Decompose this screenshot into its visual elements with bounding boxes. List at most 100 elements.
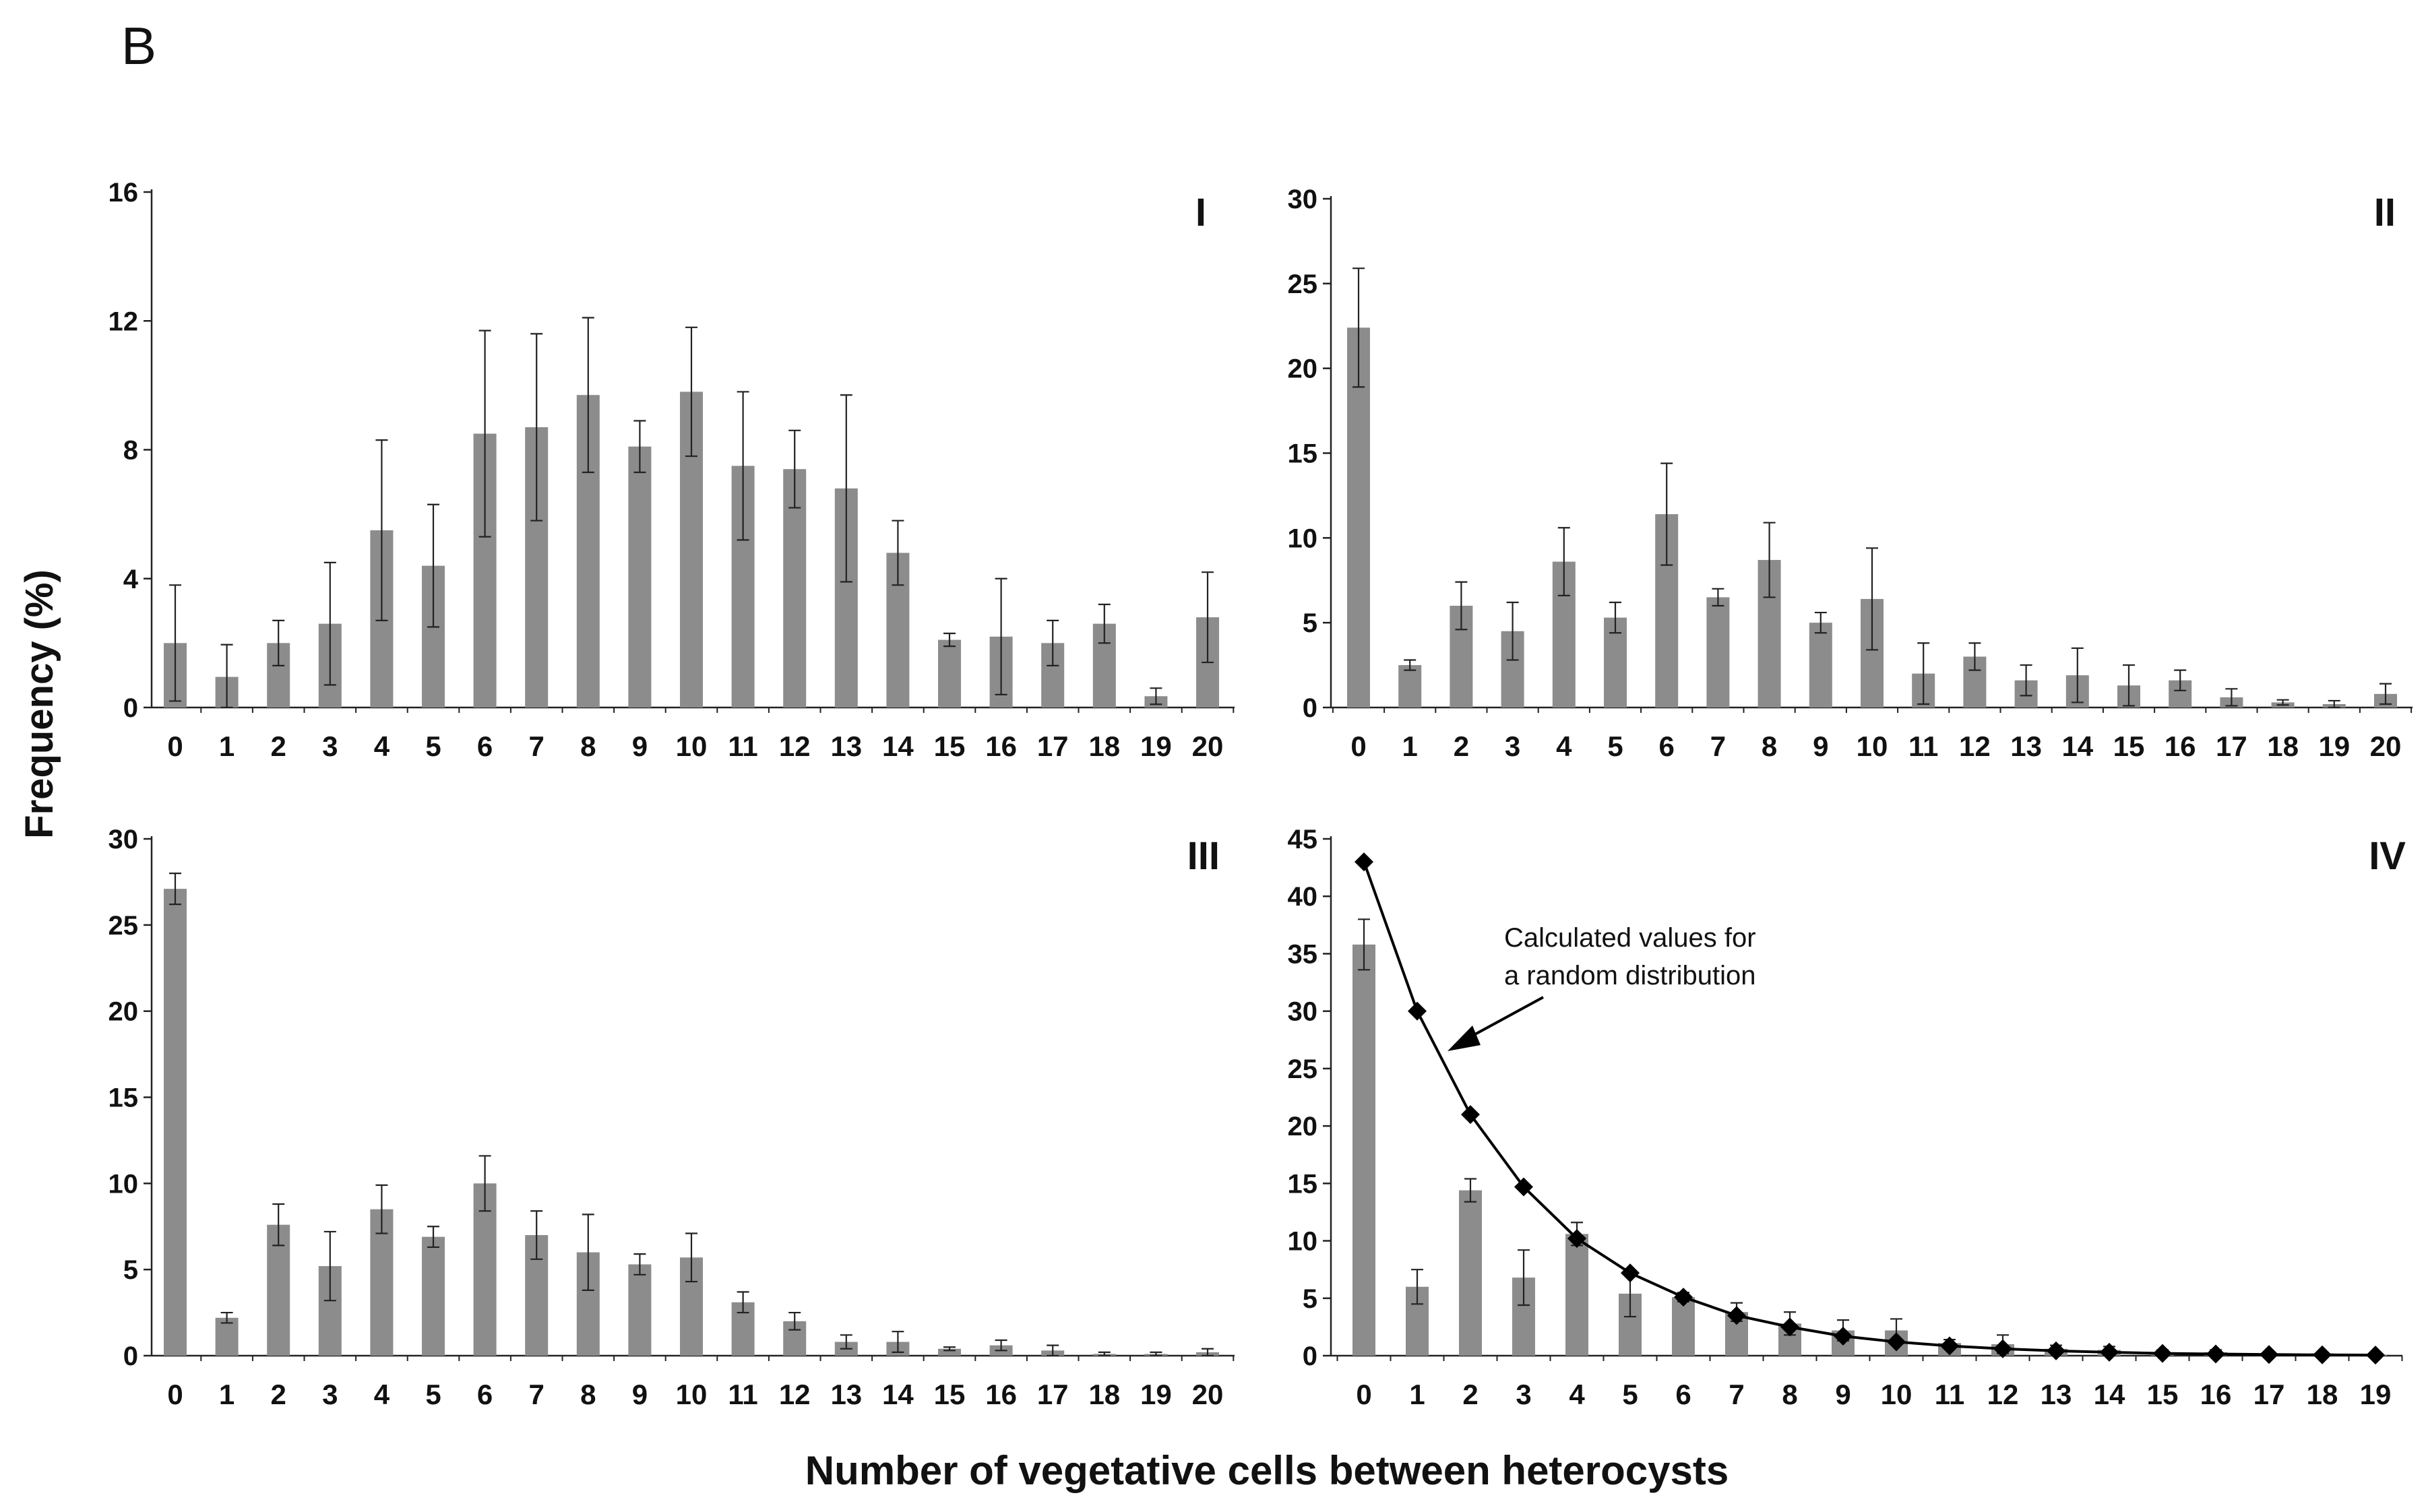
- line-marker: [2260, 1345, 2278, 1364]
- panel-letter: B: [121, 16, 156, 75]
- x-tick-label: 18: [1088, 730, 1120, 762]
- y-tick-label: 4: [123, 565, 139, 594]
- x-tick-label: 5: [425, 1379, 441, 1410]
- line-marker: [1567, 1229, 1586, 1249]
- x-tick-label: 7: [529, 730, 545, 762]
- x-tick-label: 12: [779, 1379, 811, 1410]
- bar: [628, 1264, 652, 1356]
- bar: [783, 469, 807, 707]
- x-tick-label: 11: [728, 1379, 757, 1410]
- panel-title: II: [2374, 191, 2396, 234]
- x-tick-label: 13: [2010, 730, 2042, 762]
- x-tick-label: 11: [1908, 730, 1938, 762]
- x-tick-label: 4: [1556, 730, 1572, 762]
- x-tick-label: 9: [632, 1379, 648, 1410]
- x-tick-label: 20: [2370, 730, 2402, 762]
- annotation-text: a random distribution: [1504, 961, 1756, 990]
- x-tick-label: 8: [1782, 1379, 1797, 1410]
- x-tick-label: 1: [1402, 730, 1418, 762]
- line-marker: [1887, 1332, 1906, 1352]
- x-tick-label: 16: [2200, 1379, 2232, 1410]
- x-tick-label: 18: [2307, 1379, 2338, 1410]
- x-tick-label: 12: [779, 730, 811, 762]
- x-tick-label: 9: [1813, 730, 1828, 762]
- x-tick-label: 9: [1835, 1379, 1850, 1410]
- x-tick-label: 11: [728, 730, 757, 762]
- x-tick-label: 10: [1881, 1379, 1912, 1410]
- y-tick-label: 0: [1303, 1342, 1317, 1371]
- bar: [1809, 623, 1832, 707]
- line-marker: [1408, 1001, 1427, 1021]
- x-tick-label: 3: [1516, 1379, 1531, 1410]
- line-marker: [2366, 1346, 2385, 1365]
- line-marker: [1727, 1306, 1746, 1325]
- x-tick-label: 7: [1710, 730, 1726, 762]
- x-tick-label: 5: [1607, 730, 1623, 762]
- x-tick-label: 17: [2216, 730, 2247, 762]
- x-axis-label: Number of vegetative cells between heter…: [805, 1448, 1729, 1493]
- bar: [267, 1224, 290, 1356]
- x-tick-label: 17: [1037, 730, 1069, 762]
- bar: [1398, 665, 1422, 707]
- bar: [938, 1348, 961, 1356]
- x-tick-label: 2: [271, 1379, 286, 1410]
- x-tick-label: 15: [934, 730, 966, 762]
- x-tick-label: 9: [632, 730, 648, 762]
- x-tick-label: 0: [167, 1379, 183, 1410]
- y-axis-label: Frequency (%): [18, 569, 61, 839]
- x-tick-label: 10: [676, 730, 708, 762]
- y-tick-label: 30: [108, 825, 139, 854]
- y-tick-label: 20: [1288, 1112, 1318, 1141]
- y-tick-label: 16: [108, 178, 139, 208]
- x-tick-label: 5: [1622, 1379, 1638, 1410]
- x-tick-label: 16: [985, 1379, 1017, 1410]
- x-tick-label: 8: [1762, 730, 1777, 762]
- bar: [1565, 1234, 1588, 1356]
- bar: [1347, 327, 1370, 707]
- x-tick-label: 8: [580, 730, 596, 762]
- line-marker: [1355, 852, 1373, 872]
- x-tick-label: 19: [2360, 1379, 2392, 1410]
- y-tick-label: 20: [108, 997, 139, 1027]
- x-tick-label: 18: [2267, 730, 2299, 762]
- y-tick-label: 8: [123, 436, 138, 466]
- bar: [1672, 1297, 1695, 1356]
- line-marker: [2047, 1341, 2065, 1360]
- x-tick-label: 2: [1454, 730, 1469, 762]
- line-marker: [1461, 1105, 1480, 1125]
- y-tick-label: 25: [108, 911, 139, 941]
- x-tick-label: 6: [1659, 730, 1675, 762]
- y-tick-label: 25: [1288, 270, 1318, 299]
- line-marker: [1940, 1336, 1959, 1356]
- y-tick-label: 35: [1288, 939, 1318, 969]
- x-tick-label: 11: [1935, 1379, 1964, 1410]
- bar: [422, 1236, 445, 1356]
- x-tick-label: 17: [2253, 1379, 2285, 1410]
- x-tick-label: 20: [1192, 1379, 1224, 1410]
- x-tick-label: 2: [1462, 1379, 1478, 1410]
- line-marker: [1780, 1317, 1799, 1337]
- x-tick-label: 19: [2318, 730, 2350, 762]
- x-tick-label: 0: [1356, 1379, 1371, 1410]
- line-marker: [1674, 1288, 1693, 1307]
- y-tick-label: 10: [108, 1169, 139, 1199]
- x-tick-label: 18: [1088, 1379, 1120, 1410]
- x-tick-label: 1: [219, 1379, 235, 1410]
- x-tick-label: 7: [1729, 1379, 1744, 1410]
- y-tick-label: 30: [1288, 997, 1318, 1027]
- y-tick-label: 30: [1288, 185, 1318, 214]
- x-tick-label: 4: [374, 730, 390, 762]
- x-tick-label: 15: [934, 1379, 966, 1410]
- x-tick-label: 12: [1959, 730, 1991, 762]
- y-tick-label: 15: [1288, 1169, 1318, 1199]
- panel-title: I: [1195, 191, 1206, 234]
- x-tick-label: 14: [882, 730, 914, 762]
- x-tick-label: 10: [1857, 730, 1888, 762]
- x-tick-label: 14: [882, 1379, 914, 1410]
- bar: [1459, 1190, 1482, 1356]
- y-tick-label: 15: [108, 1083, 139, 1113]
- x-tick-label: 6: [477, 1379, 493, 1410]
- x-tick-label: 1: [219, 730, 235, 762]
- x-tick-label: 15: [2147, 1379, 2179, 1410]
